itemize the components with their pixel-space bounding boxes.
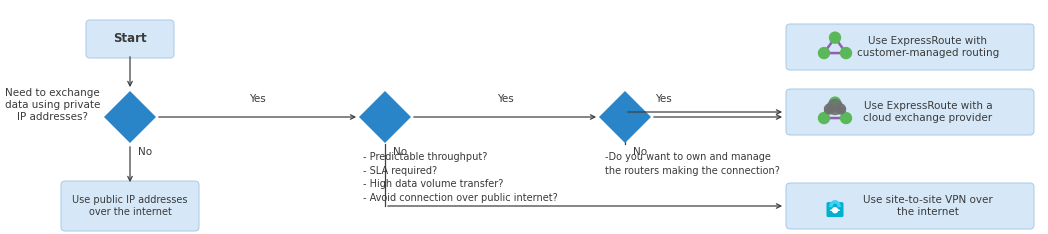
Circle shape: [818, 113, 830, 124]
Text: Need to exchange
data using private
IP addresses?: Need to exchange data using private IP a…: [5, 88, 101, 122]
FancyBboxPatch shape: [827, 202, 844, 217]
Text: Use public IP addresses
over the internet: Use public IP addresses over the interne…: [72, 195, 188, 217]
Text: Yes: Yes: [249, 94, 266, 104]
Circle shape: [828, 99, 843, 114]
Text: - Predictable throughput?
- SLA required?
- High data volume transfer?
- Avoid c: - Predictable throughput? - SLA required…: [363, 152, 558, 203]
Text: Yes: Yes: [497, 94, 514, 104]
Text: Use site-to-site VPN over
the internet: Use site-to-site VPN over the internet: [845, 195, 975, 217]
Text: -Do you want to own and manage
the routers making the connection?: -Do you want to own and manage the route…: [605, 152, 780, 176]
FancyBboxPatch shape: [824, 107, 846, 112]
Text: Use ExpressRoute with
customer-managed routing: Use ExpressRoute with customer-managed r…: [838, 36, 981, 58]
FancyBboxPatch shape: [786, 24, 1034, 70]
Text: No: No: [633, 147, 647, 157]
Circle shape: [840, 48, 851, 58]
FancyBboxPatch shape: [786, 183, 1034, 229]
FancyBboxPatch shape: [792, 95, 1028, 129]
Polygon shape: [359, 91, 411, 143]
FancyBboxPatch shape: [86, 20, 174, 58]
Circle shape: [830, 32, 840, 43]
FancyBboxPatch shape: [61, 181, 199, 231]
Circle shape: [832, 208, 837, 213]
FancyBboxPatch shape: [792, 30, 1028, 64]
Circle shape: [835, 104, 846, 114]
Circle shape: [830, 97, 840, 108]
Text: Use ExpressRoute with
customer-managed routing: Use ExpressRoute with customer-managed r…: [857, 36, 999, 58]
FancyBboxPatch shape: [792, 189, 1028, 223]
Text: Use site-to-site VPN over
the internet: Use site-to-site VPN over the internet: [864, 195, 992, 217]
Text: No: No: [138, 147, 152, 157]
Circle shape: [840, 113, 851, 124]
Polygon shape: [104, 91, 156, 143]
Text: No: No: [393, 147, 407, 157]
Text: Use ExpressRoute with a
cloud exchange provider: Use ExpressRoute with a cloud exchange p…: [864, 101, 992, 123]
Text: Start: Start: [113, 33, 147, 45]
Text: Yes: Yes: [655, 94, 672, 104]
FancyBboxPatch shape: [786, 89, 1034, 135]
Circle shape: [825, 104, 834, 114]
Text: Use ExpressRoute with a
cloud exchange provider: Use ExpressRoute with a cloud exchange p…: [846, 101, 975, 123]
Circle shape: [818, 48, 830, 58]
Polygon shape: [599, 91, 651, 143]
